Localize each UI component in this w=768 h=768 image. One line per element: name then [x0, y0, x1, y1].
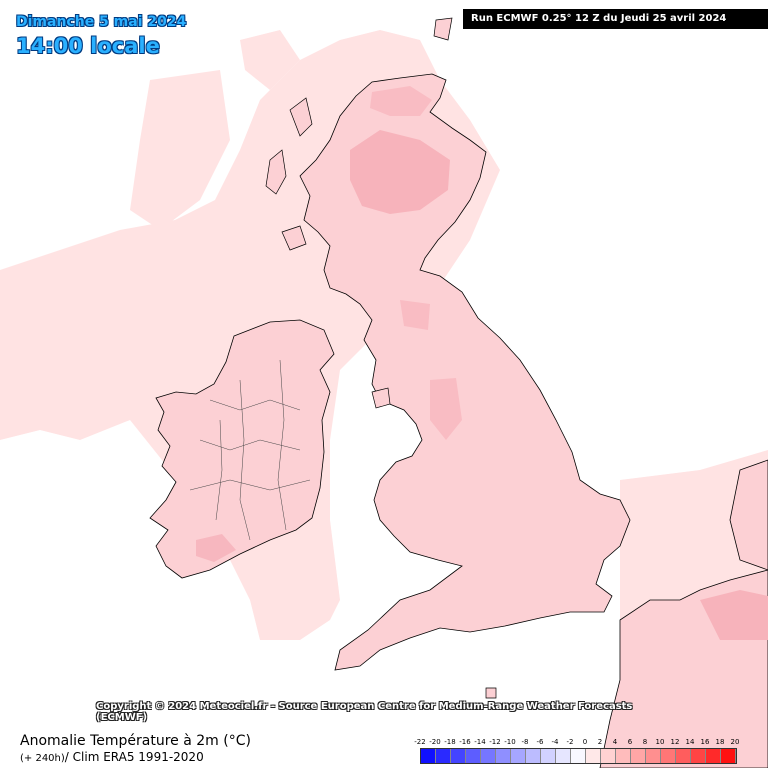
model-run-label: Run ECMWF 0.25° 12 Z du Jeudi 25 avril 2…	[463, 9, 768, 29]
legend-swatch	[646, 749, 661, 763]
legend-swatch	[631, 749, 646, 763]
lead-time: (+ 240h)	[20, 753, 65, 764]
legend-swatch	[511, 749, 526, 763]
legend-tick: -2	[566, 738, 574, 746]
great-britain	[299, 73, 631, 671]
legend-swatch	[436, 749, 451, 763]
legend-swatch	[616, 749, 631, 763]
legend-swatch	[706, 749, 721, 763]
legend-swatch	[541, 749, 556, 763]
legend-swatch	[556, 749, 571, 763]
legend-tick: 6	[627, 738, 633, 746]
legend-tick-labels: -22 -20 -18 -16 -14 -12 -10 -8 -6 -4 -2 0 2 4 6 8 10 12 14…	[410, 738, 750, 748]
variable-subtitle: (+ 240h)/ Clim ERA5 1991-2020	[20, 750, 204, 764]
legend-tick: -4	[551, 738, 559, 746]
legend-swatch	[496, 749, 511, 763]
legend-swatch	[661, 749, 676, 763]
legend-swatch	[691, 749, 706, 763]
legend-tick: 4	[612, 738, 618, 746]
highlands-warm-core	[350, 130, 450, 214]
legend-tick: -16	[459, 738, 471, 746]
legend-tick: 18	[715, 738, 725, 746]
legend-tick: -12	[489, 738, 501, 746]
copyright-notice: Copyright © 2024 Meteociel.fr - Source E…	[96, 701, 633, 723]
legend-tick: 0	[582, 738, 588, 746]
legend-tick: -6	[536, 738, 544, 746]
legend-tick: -8	[521, 738, 529, 746]
legend-tick: 10	[655, 738, 665, 746]
continent	[599, 459, 768, 768]
legend-swatch	[421, 749, 436, 763]
county-borders	[189, 359, 311, 541]
legend-swatch	[481, 749, 496, 763]
ireland	[149, 319, 335, 579]
legend-swatch	[676, 749, 691, 763]
legend-swatch	[601, 749, 616, 763]
legend-tick: 2	[597, 738, 603, 746]
netherlands-landmass	[729, 459, 768, 571]
legend-swatch	[466, 749, 481, 763]
forecast-date: Dimanche 5 mai 2024	[16, 14, 187, 30]
legend-tick: -22	[414, 738, 426, 746]
legend-tick: 8	[642, 738, 648, 746]
legend-tick: -10	[504, 738, 516, 746]
legend-tick: 12	[670, 738, 680, 746]
ireland-landmass	[149, 319, 335, 579]
legend-tick: 14	[685, 738, 695, 746]
legend-swatch	[586, 749, 601, 763]
legend-tick: 16	[700, 738, 710, 746]
legend-tick: -14	[474, 738, 486, 746]
legend-tick: -18	[444, 738, 456, 746]
legend-swatch	[451, 749, 466, 763]
variable-title: Anomalie Température à 2m (°C)	[20, 733, 251, 749]
legend-tick: -20	[429, 738, 441, 746]
legend-swatch	[526, 749, 541, 763]
legend-tick: 20	[730, 738, 740, 746]
climatology: / Clim ERA5 1991-2020	[64, 750, 204, 764]
scottish-islands	[265, 17, 497, 699]
legend-swatch	[721, 749, 736, 763]
gb-landmass	[299, 73, 631, 671]
legend-swatch	[571, 749, 586, 763]
legend-color-bar	[420, 748, 737, 764]
forecast-time: 14:00 locale	[16, 34, 160, 58]
